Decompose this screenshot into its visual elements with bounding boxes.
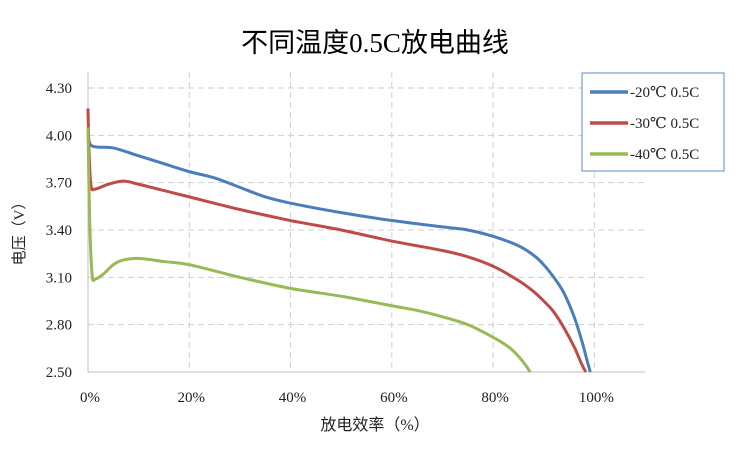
legend-label: -20℃ 0.5C <box>630 85 699 101</box>
legend-label: -40℃ 0.5C <box>630 147 699 163</box>
y-tick-label: 3.40 <box>46 223 72 239</box>
y-axis-label: 电压（V） <box>11 195 28 266</box>
x-tick-label: 100% <box>579 390 614 406</box>
series-line <box>86 134 592 373</box>
x-tick-label: 0% <box>80 390 100 406</box>
x-tick-label: 60% <box>380 390 408 406</box>
x-tick-label: 40% <box>279 390 307 406</box>
y-tick-label: 4.00 <box>46 128 72 144</box>
y-tick-label: 3.10 <box>46 270 72 286</box>
series-line <box>86 127 532 373</box>
series-line <box>86 108 588 373</box>
y-tick-label: 4.30 <box>46 81 72 97</box>
chart-title: 不同温度0.5C放电曲线 <box>241 28 509 58</box>
y-tick-label: 3.70 <box>46 176 72 192</box>
legend-label: -30℃ 0.5C <box>630 116 699 132</box>
y-tick-label: 2.80 <box>46 318 72 334</box>
x-tick-label: 80% <box>481 390 509 406</box>
x-tick-label: 20% <box>178 390 206 406</box>
y-tick-label: 2.50 <box>46 365 72 381</box>
x-axis-label: 放电效率（%） <box>320 416 429 434</box>
